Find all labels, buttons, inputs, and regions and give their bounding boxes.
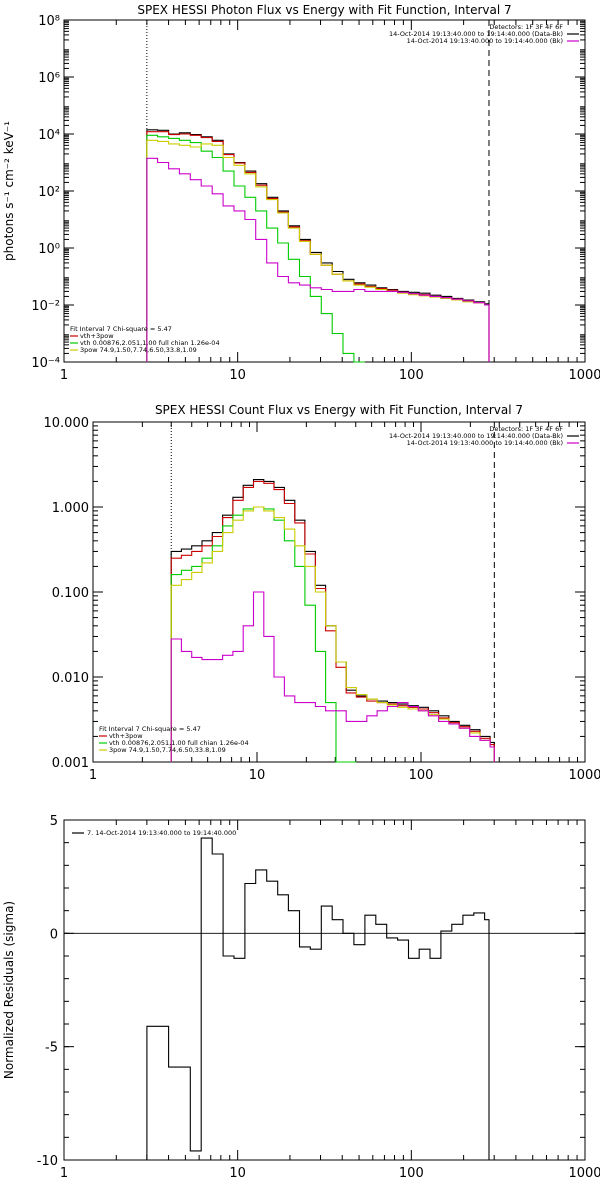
x-tick-label: 1	[89, 768, 97, 783]
x-tick-label: 1000	[568, 1166, 600, 1181]
legend-top-entry: 14-Oct-2014 19:13:40.000 to 19:14:40.000…	[407, 439, 563, 447]
chart-panel-1: SPEX HESSI Photon Flux vs Energy with Fi…	[2, 3, 600, 383]
x-tick-label: 100	[399, 1166, 424, 1181]
y-tick-label: 10⁰	[38, 242, 60, 257]
x-tick-label: 1000	[568, 768, 600, 783]
x-tick-label: 10	[229, 1166, 246, 1181]
series-line-5	[147, 158, 489, 362]
x-tick-label: 1	[60, 1166, 68, 1181]
x-tick-label: 1	[60, 368, 68, 383]
y-tick-label: 10⁻²	[31, 299, 60, 314]
x-tick-label: 100	[409, 768, 434, 783]
legend-entry: 7. 14-Oct-2014 19:13:40.000 to 19:14:40.…	[87, 829, 236, 837]
y-axis-label: photons s⁻¹ cm⁻² keV⁻¹	[2, 121, 16, 261]
y-tick-label: 10⁸	[38, 14, 60, 29]
y-tick-label: 10⁻⁴	[31, 356, 60, 371]
chart-title: SPEX HESSI Photon Flux vs Energy with Fi…	[137, 3, 511, 17]
chart-panel-3: 1 10 100 1000 -10 -5 0 5 Normalized Residuals (s…	[2, 814, 600, 1181]
chart-panel-2: SPEX HESSI Count Flux vs Energy with Fit…	[44, 403, 600, 783]
chart-title: SPEX HESSI Count Flux vs Energy with Fit…	[155, 403, 523, 417]
series-line-1	[147, 130, 489, 362]
y-tick-label: 1.000	[52, 501, 89, 516]
legend-bottom-entry: 3pow 74.9,1.50,7.74,6.50,33.8,1.09	[109, 746, 226, 754]
y-tick-label: 0	[50, 927, 58, 942]
y-axis-label: Normalized Residuals (sigma)	[2, 901, 16, 1079]
series-line-1	[147, 838, 489, 1160]
y-tick-label: 10.000	[44, 416, 90, 431]
series-line-5	[171, 592, 494, 762]
y-tick-label: 0.010	[52, 671, 89, 686]
y-tick-label: -5	[45, 1041, 58, 1056]
y-tick-label: 5	[50, 814, 58, 829]
y-tick-label: -10	[37, 1154, 58, 1169]
y-tick-label: 0.001	[52, 756, 89, 771]
legend-top-entry: 14-Oct-2014 19:13:40.000 to 19:14:40.000…	[407, 37, 563, 45]
x-tick-label: 10	[249, 768, 266, 783]
series-line-2	[171, 481, 494, 762]
plot-frame	[64, 20, 585, 362]
x-tick-label: 1000	[568, 368, 600, 383]
series-line-2	[147, 132, 489, 362]
y-tick-label: 10²	[38, 185, 60, 200]
y-tick-label: 10⁴	[38, 128, 60, 143]
y-tick-label: 10⁶	[38, 71, 60, 86]
x-tick-label: 10	[229, 368, 246, 383]
x-tick-label: 100	[399, 368, 424, 383]
plot-frame	[64, 820, 585, 1160]
y-tick-label: 0.100	[52, 586, 89, 601]
series-line-4	[147, 140, 489, 362]
legend-bottom-entry: 3pow 74.9,1.50,7.74,6.50,33.8,1.09	[80, 346, 197, 354]
